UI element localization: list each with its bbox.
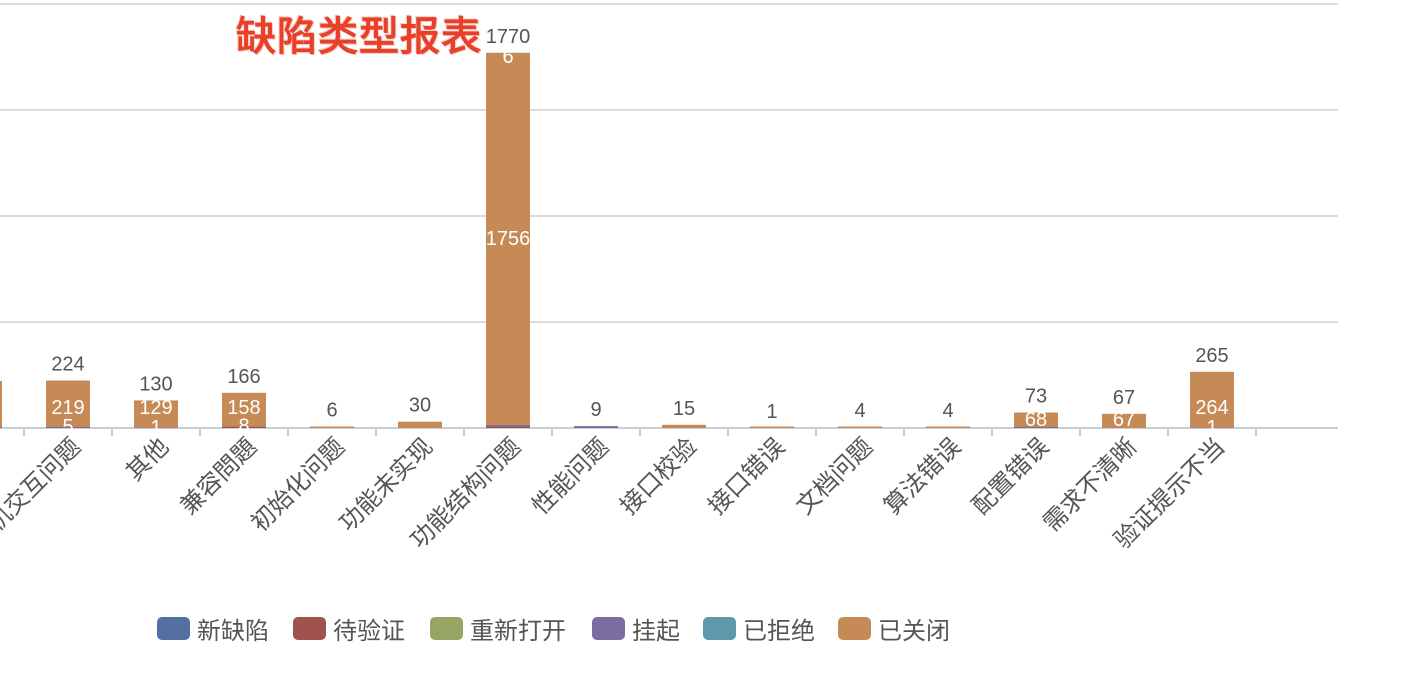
bar-segment <box>662 424 706 428</box>
bar-segment <box>838 426 882 428</box>
segment-value-label: 219 <box>51 397 84 419</box>
x-category-label: 其他 <box>121 432 175 486</box>
legend-swatch <box>703 616 736 640</box>
x-category-label: 配置错误 <box>967 432 1055 520</box>
segment-value-label: 68 <box>1025 409 1047 431</box>
bar-segment <box>134 400 178 428</box>
bar-total-label: 130 <box>139 373 172 395</box>
bar-segment <box>46 426 90 428</box>
legend-label: 已关闭 <box>878 616 950 645</box>
bar-total-label: 73 <box>1025 386 1047 408</box>
bar-total-label: 9 <box>590 399 601 421</box>
bar-total-label: 224 <box>51 354 84 376</box>
legend-swatch <box>430 616 463 640</box>
segment-value-label: 6 <box>502 46 513 68</box>
segment-value-label: 67 <box>1113 409 1135 431</box>
legend-item-new-defect[interactable]: 新缺陷 <box>157 610 269 646</box>
bar-segment <box>1014 412 1058 427</box>
bar-total-label: 4 <box>942 400 953 422</box>
bar-segment <box>1190 371 1234 428</box>
bar-segment <box>0 380 2 428</box>
bar-total-label: 6 <box>326 400 337 422</box>
bar-total-label: 265 <box>1195 345 1228 367</box>
bar-segment <box>1014 426 1058 428</box>
bar-segment <box>486 426 530 428</box>
bar-segment <box>398 421 442 428</box>
segment-value-label: 1756 <box>486 228 531 250</box>
bar-segment <box>486 52 530 426</box>
legend-label: 待验证 <box>333 616 405 645</box>
x-category-label: 初始化问题 <box>246 432 351 537</box>
legend-swatch <box>157 616 190 640</box>
legend-swatch <box>838 616 871 640</box>
segment-value-label: 8 <box>238 415 249 437</box>
x-category-label: 性能问题 <box>527 432 615 520</box>
legend-label: 重新打开 <box>470 616 566 645</box>
bar-segment <box>750 426 794 428</box>
segment-value-label: 129 <box>139 397 172 419</box>
x-category-label: 接口错误 <box>703 432 791 520</box>
legend-item-reopened[interactable]: 重新打开 <box>430 610 566 646</box>
legend: 新缺陷 待验证 重新打开 挂起 已拒绝 已关闭 <box>0 610 1412 646</box>
bar-total-label: 67 <box>1113 387 1135 409</box>
segment-value-label: 1 <box>150 417 161 439</box>
legend-swatch <box>592 616 625 640</box>
legend-label: 新缺陷 <box>197 616 269 645</box>
bar-total-label: 1 <box>766 401 777 423</box>
x-category-label: 人机交互问题 <box>0 432 86 554</box>
legend-item-rejected[interactable]: 已拒绝 <box>703 610 815 646</box>
bar-segment <box>574 426 618 428</box>
segment-value-label: 5 <box>62 416 73 438</box>
legend-label: 已拒绝 <box>743 616 815 645</box>
x-category-label: 文档问题 <box>791 432 879 520</box>
bar-segment <box>310 426 354 428</box>
legend-swatch <box>293 616 326 640</box>
x-category-label: 接口校验 <box>615 432 703 520</box>
x-category-label: 兼容問題 <box>175 432 263 520</box>
bar-total-label: 30 <box>409 395 431 417</box>
bar-segment <box>46 380 90 427</box>
legend-item-closed[interactable]: 已关闭 <box>838 610 950 646</box>
segment-value-label: 1 <box>1206 417 1217 439</box>
bar-segment <box>926 426 970 428</box>
chart-title: 缺陷类型报表 <box>236 14 482 60</box>
segment-value-label: 158 <box>227 397 260 419</box>
bar-segment <box>486 425 530 427</box>
bar-segment <box>222 426 266 428</box>
segment-value-label: 264 <box>1195 397 1228 419</box>
bar-total-label: 4 <box>854 400 865 422</box>
bar-total-label: 166 <box>227 366 260 388</box>
bar-segment <box>1102 413 1146 428</box>
x-category-label: 算法错误 <box>879 432 967 520</box>
legend-item-pending-verify[interactable]: 待验证 <box>293 610 405 646</box>
legend-label: 挂起 <box>632 616 680 645</box>
bar-segment <box>222 392 266 427</box>
bar-total-label: 1770 <box>486 26 531 48</box>
bar-total-label: 15 <box>673 398 695 420</box>
legend-item-suspended[interactable]: 挂起 <box>592 610 680 646</box>
